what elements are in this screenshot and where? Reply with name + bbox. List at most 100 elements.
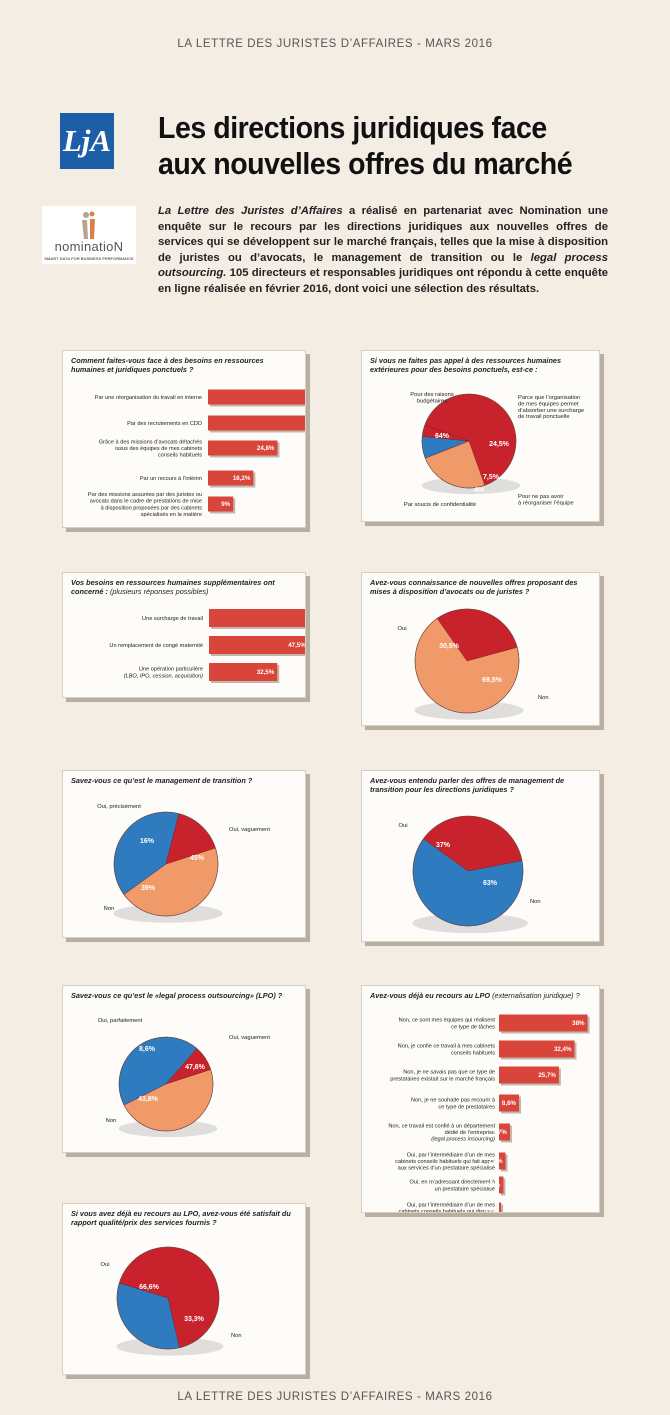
bar-category-label: Par un recours à l’intérim xyxy=(140,476,203,482)
chart-card-besoins-concernes: Vos besoins en ressources humaines suppl… xyxy=(62,572,306,698)
bar-category-label: Par des missions assurées par des jurist… xyxy=(88,492,202,518)
bar xyxy=(499,1176,504,1194)
pie-value-label: 45% xyxy=(190,855,205,862)
pie-category-label: Oui xyxy=(398,823,407,829)
pie-category-label: Non xyxy=(104,906,115,912)
pie-category-label: Par soucis de confidentialité xyxy=(404,502,476,508)
bar xyxy=(499,1094,520,1112)
pie-value-label: 64% xyxy=(435,433,450,440)
bar xyxy=(208,440,278,456)
bar-chart-recours-lpo: Non, ce sont mes équipes qui réalisent ce… xyxy=(388,1014,590,1212)
pie-category-label: Pour ne pas avoir à réorganiser l’équipe xyxy=(518,494,574,506)
pie-category-label: Oui, précisément xyxy=(97,804,141,810)
bar-value-label: 25,7% xyxy=(538,1072,556,1079)
pie-value-label: 7,5% xyxy=(483,474,500,481)
bar-category-label: Non, je confie ce travail à mes cabinets… xyxy=(398,1044,496,1057)
chart-question: Avez-vous entendu parler des offres de m… xyxy=(370,776,565,795)
pie-value-label: 30,5% xyxy=(439,643,460,650)
chart-question: Avez-vous connaissance de nouvelles offr… xyxy=(370,578,578,597)
pie-category-label: Pour des raisons budgétaires xyxy=(410,392,454,404)
bar-value-label: 8,6% xyxy=(502,1100,517,1107)
bar-category-label: Un remplacement de congé maternité xyxy=(109,643,203,649)
nomination-figure-icon xyxy=(82,211,95,239)
pie-chart-connaissance: 30,5% Oui 69,5% Non xyxy=(397,608,549,720)
pie-value-label: 43,8% xyxy=(138,1096,159,1103)
pie-category-label: Oui, vaguement xyxy=(229,1035,270,1041)
pie-value-label: 37% xyxy=(436,842,451,849)
bar-category-label: Par des recrutements en CDD xyxy=(127,421,202,427)
pie-value-label: 16% xyxy=(140,838,155,845)
bar-value-label: 32,4% xyxy=(554,1046,572,1053)
pie-category-label: Parce que l’organisation de mes équipes p… xyxy=(518,395,584,420)
bar xyxy=(499,1066,559,1084)
pie-value-label: 24,5% xyxy=(489,441,510,448)
bar xyxy=(209,609,305,627)
pie-category-label: Oui xyxy=(397,626,406,632)
pie-value-label: 33,3% xyxy=(184,1316,205,1323)
pie-chart-raisons: 64% Pour des raisons budgétaires 24,5% Parce… xyxy=(404,392,584,508)
bar-category-label: Une opération particulière (LBO, IPO, ces… xyxy=(124,667,203,680)
nomination-name: nominatioN xyxy=(54,239,124,254)
pie-outline xyxy=(118,1036,214,1132)
chart-question: Savez-vous ce qu’est le management de tr… xyxy=(71,776,253,785)
chart-question: Vos besoins en ressources humaines suppl… xyxy=(71,578,275,597)
bar-category-label: Oui, par l’intermédiaire d’un de mes cabi… xyxy=(399,1202,496,1212)
chart-card-raisons: Si vous ne faites pas appel à des ressou… xyxy=(361,350,600,522)
pie-chart-satisfaction: 66,6% Oui 33,3% Non xyxy=(100,1246,242,1356)
bar-value-label: 1,9% xyxy=(486,1182,501,1189)
bar-category-label: Non, ce travail est confié à un départem… xyxy=(388,1123,495,1142)
bar xyxy=(499,1014,588,1032)
pie-chart-lpo: 47,6% Oui, vaguement 43,8% Non 8,6% Oui, parf… xyxy=(98,1018,270,1138)
bar-category-label: Oui, par l’intermédiaire d’un de mes cabi… xyxy=(395,1152,495,1171)
bar-category-label: Oui, en m’adressant directement à un pres… xyxy=(409,1180,495,1193)
bar xyxy=(208,415,305,431)
pie-outline xyxy=(412,815,524,927)
bar xyxy=(499,1152,506,1170)
bar-value-label: 32,5% xyxy=(257,669,275,676)
lja-logo: LjA xyxy=(60,113,114,169)
chart-question: Si vous ne faites pas appel à des ressou… xyxy=(370,356,562,375)
pie-outline xyxy=(421,393,517,489)
chart-card-management-transition: Savez-vous ce qu’est le management de tr… xyxy=(62,770,306,938)
bar-value-label: 47,5% xyxy=(288,642,305,649)
pie-category-label: Non xyxy=(538,695,549,701)
bar-category-label: Non, ce sont mes équipes qui réalisent ce… xyxy=(399,1018,496,1031)
chart-card-lpo: Savez-vous ce qu’est le «legal process o… xyxy=(62,985,306,1153)
bar xyxy=(499,1040,575,1058)
pie-category-label: Oui, vaguement xyxy=(229,827,270,833)
chart-card-besoins-ponctuels: Comment faites-vous face à des besoins e… xyxy=(62,350,306,528)
bar-value-label: 38% xyxy=(572,1020,585,1027)
pie-category-label: Non xyxy=(530,899,541,905)
bar xyxy=(208,389,305,405)
bar-chart-besoins: Par une réorganisation du travail en int… xyxy=(88,389,305,518)
bar-chart-besoins-concernes: Une surcharge de travail55%Un remplaceme… xyxy=(109,609,305,683)
bar-value-label: 0,9% xyxy=(484,1208,499,1212)
pie-category-label: Oui, parfaitement xyxy=(98,1018,143,1024)
pie-value-label: 39% xyxy=(141,885,156,892)
pie-value-label: 66,6% xyxy=(139,1284,160,1291)
chart-question: Avez-vous déjà eu recours au LPO (extern… xyxy=(370,991,580,1000)
bar xyxy=(208,496,234,512)
bar-category-label: Grâce à des missions d’avocats détachés i… xyxy=(99,439,202,458)
pie-outline xyxy=(113,811,219,917)
pie-outline xyxy=(116,1246,220,1350)
chart-card-offres-management: Avez-vous entendu parler des offres de m… xyxy=(361,770,600,942)
bar-category-label: Non, je ne souhaite pas recourir à ce typ… xyxy=(411,1098,496,1111)
bar-value-label: 24,8% xyxy=(257,445,275,452)
nomination-logo: nominatioN SMART DATA FOR BUSINESS PERFO… xyxy=(42,206,136,264)
chart-question: Savez-vous ce qu’est le «legal process o… xyxy=(71,991,283,1000)
intro-paragraph: La Lettre des Juristes d’Affaires a réal… xyxy=(158,205,608,295)
chart-card-recours-lpo: Avez-vous déjà eu recours au LPO (extern… xyxy=(361,985,600,1213)
pie-category-label: Oui xyxy=(100,1262,109,1268)
chart-card-satisfaction-lpo: Si vous avez déjà eu recours au LPO, ave… xyxy=(62,1203,306,1375)
pie-chart-management: 45% Oui, vaguement 39% Non 16% Oui, préciséme… xyxy=(97,804,270,923)
bar-category-label: Une surcharge de travail xyxy=(142,616,203,622)
page-title: Les directions juridiques face aux nouve… xyxy=(158,110,573,181)
nomination-tagline: SMART DATA FOR BUSINESS PERFORMANCE xyxy=(44,256,134,261)
bar-value-label: 16,2% xyxy=(233,475,251,482)
pie-value-label: 63% xyxy=(483,880,498,887)
pie-outline xyxy=(414,608,520,714)
bar-category-label: Par une réorganisation du travail en int… xyxy=(95,395,202,401)
bar-value-label: 9% xyxy=(221,501,230,508)
pie-category-label: Non xyxy=(106,1118,117,1124)
